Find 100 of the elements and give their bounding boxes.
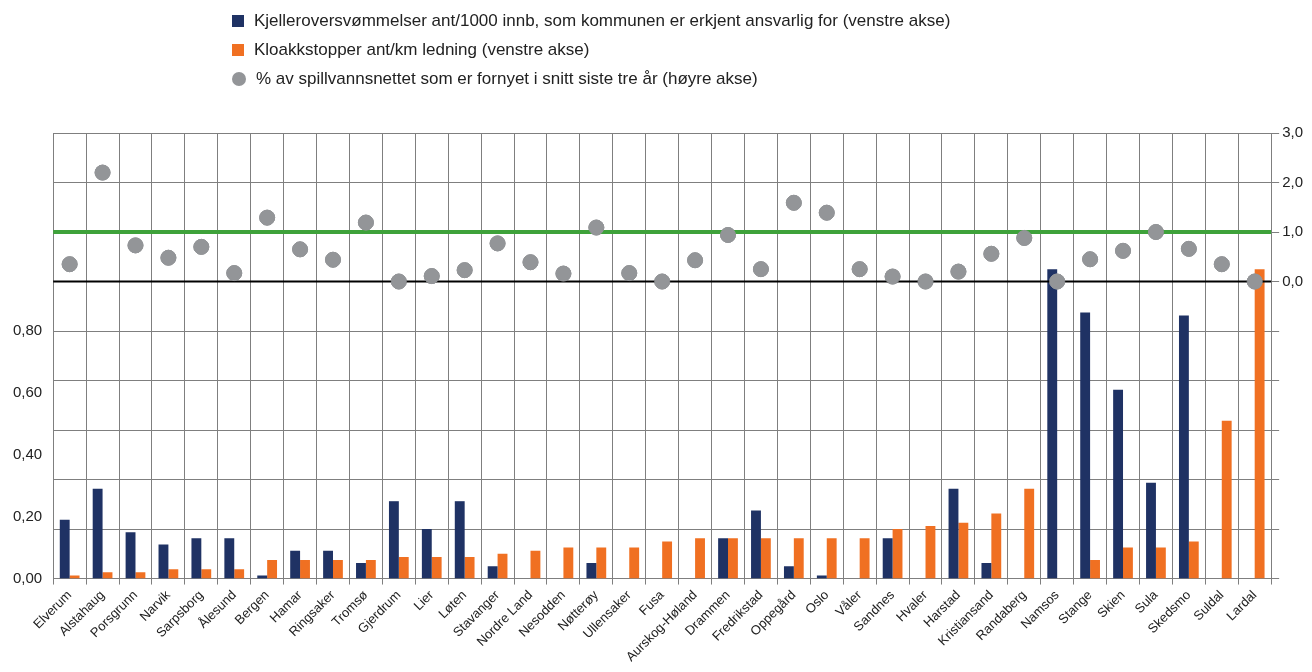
point	[94, 164, 111, 181]
point	[752, 261, 769, 278]
bar	[191, 538, 202, 579]
y-tick-label: 0,60	[12, 383, 43, 401]
bar	[69, 575, 80, 579]
point	[489, 235, 506, 252]
bar	[290, 550, 301, 579]
y2-tick-label: 0,0	[1282, 271, 1304, 289]
bar	[1024, 488, 1035, 579]
point	[357, 214, 374, 231]
bar	[662, 541, 673, 579]
bar	[1123, 547, 1133, 579]
point	[818, 204, 835, 221]
y-tick-label: 0,80	[12, 321, 43, 339]
y2-tick-label: 2,0	[1282, 172, 1304, 190]
bar	[751, 510, 761, 579]
bar	[1254, 269, 1265, 579]
point	[1180, 240, 1197, 257]
bar	[224, 538, 235, 579]
bar	[760, 538, 771, 579]
bar	[1155, 547, 1166, 579]
bar	[487, 566, 498, 579]
bar	[421, 529, 432, 579]
bar	[586, 563, 597, 579]
y-tick-label: 0,40	[12, 444, 43, 462]
point	[687, 252, 704, 269]
bar	[234, 569, 245, 579]
bar	[826, 538, 837, 579]
bar	[695, 538, 705, 579]
point	[720, 226, 737, 243]
point	[621, 265, 638, 282]
point	[522, 254, 539, 271]
bar	[1188, 541, 1199, 579]
bar	[332, 559, 343, 579]
point	[127, 237, 144, 254]
bar	[1113, 389, 1124, 579]
point	[324, 251, 341, 268]
bar	[300, 559, 310, 579]
bar	[388, 501, 399, 579]
bar	[718, 538, 729, 579]
point	[884, 268, 901, 285]
point	[654, 273, 671, 290]
bar	[816, 575, 827, 579]
bar	[948, 488, 959, 579]
bar	[1080, 312, 1091, 579]
point	[588, 219, 605, 236]
bar	[925, 525, 936, 579]
bar	[92, 488, 103, 579]
point	[259, 209, 276, 226]
bar	[201, 569, 212, 579]
point	[456, 262, 473, 279]
bar	[323, 550, 333, 579]
bar	[958, 522, 969, 579]
point	[785, 194, 802, 211]
y-tick-label: 0,00	[12, 568, 43, 586]
bar	[859, 538, 870, 579]
y-tick-label: 0,20	[12, 506, 43, 524]
bar	[793, 538, 804, 579]
bar	[135, 572, 146, 579]
point	[1049, 273, 1066, 290]
point	[61, 256, 78, 273]
bar	[892, 529, 903, 579]
bar	[464, 556, 475, 579]
point	[1082, 251, 1099, 268]
legend-label: Kjelleroversvømmelser ant/1000 innb, som kommunen er erkjent ansvarlig for (venstre akse)	[254, 10, 951, 31]
bar	[1047, 269, 1058, 579]
bar	[267, 559, 278, 579]
bar	[596, 547, 607, 579]
y2-tick-label: 3,0	[1282, 123, 1304, 141]
bar	[431, 556, 442, 579]
point	[390, 273, 407, 290]
x-tick-label: Lier	[410, 586, 437, 614]
point	[226, 265, 243, 282]
point	[555, 265, 572, 282]
legend-label: Kloakkstopper ant/km ledning (venstre akse)	[254, 39, 590, 60]
bar	[629, 547, 640, 579]
x-tick-label: Oslo	[801, 587, 832, 617]
bar	[563, 547, 574, 579]
bar	[59, 519, 70, 579]
bar	[882, 538, 893, 579]
point	[193, 238, 210, 255]
legend-label: % av spillvannsnettet som er fornyet i snitt siste tre år (høyre akse)	[256, 68, 758, 89]
point	[292, 241, 309, 258]
point	[1016, 229, 1033, 246]
point	[983, 245, 1000, 262]
point	[851, 261, 868, 278]
bar	[356, 563, 366, 579]
point	[1246, 273, 1263, 290]
bar	[981, 563, 992, 579]
bar	[454, 501, 465, 579]
point	[1115, 242, 1132, 259]
bar	[1178, 315, 1189, 579]
point	[1213, 256, 1230, 273]
y2-tick-label: 1,0	[1282, 222, 1304, 240]
bar	[1221, 420, 1232, 579]
bar	[168, 569, 179, 579]
bar	[728, 538, 738, 579]
point	[1147, 224, 1164, 241]
point	[950, 263, 967, 280]
bar	[1146, 482, 1156, 579]
